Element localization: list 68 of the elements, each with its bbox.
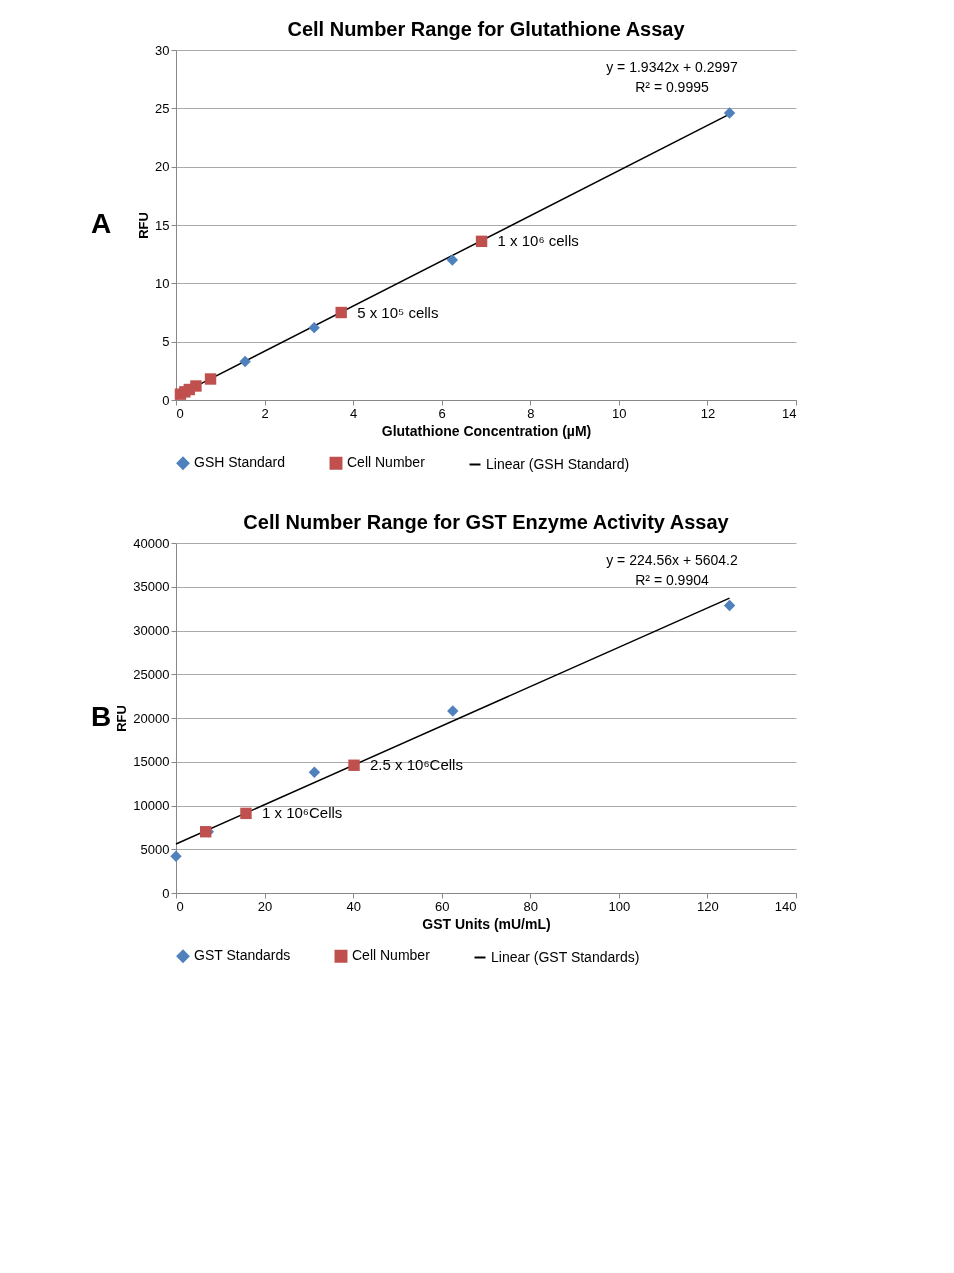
- x-tick-label: 140: [774, 898, 797, 914]
- x-tick-label: 12: [700, 405, 716, 421]
- chart-title: Cell Number Range for GST Enzyme Activity Assay: [243, 511, 730, 533]
- legend-label: Cell Number: [347, 454, 426, 471]
- x-tick-label: 120: [697, 898, 719, 914]
- annotation: 5 x 10⁵ cells: [357, 303, 439, 321]
- x-axis-title: GST Units (mU/mL): [422, 915, 551, 932]
- annotation: R² = 0.9904: [635, 571, 709, 588]
- chart-title: Cell Number Range for Glutathione Assay: [287, 18, 686, 40]
- y-axis-title: RFU: [114, 705, 130, 732]
- annotation: y = 1.9342x + 0.2997: [606, 58, 738, 75]
- annotation: 1 x 10⁶ cells: [497, 232, 579, 250]
- y-tick-label: 5: [162, 334, 170, 350]
- x-tick-label: 100: [608, 898, 631, 914]
- annotation: R² = 0.9995: [635, 78, 709, 95]
- x-tick-label: 80: [523, 898, 539, 914]
- point: [308, 321, 320, 334]
- x-tick-label: 10: [612, 405, 627, 421]
- x-tick-label: 0: [176, 898, 184, 914]
- point: [170, 850, 182, 862]
- legend-label: GSH Standard: [194, 454, 286, 471]
- y-tick-label: 0: [162, 885, 170, 901]
- x-tick-label: 8: [527, 405, 535, 421]
- y-tick-label: 20: [155, 159, 170, 175]
- point: [308, 766, 321, 778]
- y-tick-label: 25000: [133, 666, 170, 682]
- y-tick-label: 30: [155, 42, 170, 58]
- x-axis-title: Glutathione Concentration (µM): [381, 422, 592, 439]
- y-tick-label: 10000: [133, 798, 170, 813]
- legend-label: Linear (GST Standards): [491, 948, 640, 965]
- x-tick-label: 2: [261, 405, 269, 421]
- x-tick-label: 14: [782, 405, 797, 421]
- annotation: 1 x 10⁶Cells: [261, 804, 343, 822]
- legend-label: GST Standards: [194, 947, 291, 964]
- point: [447, 705, 459, 717]
- x-tick-label: 60: [434, 898, 450, 914]
- point: [348, 759, 360, 771]
- point: [190, 380, 202, 392]
- point: [723, 107, 736, 119]
- x-tick-label: 20: [257, 898, 273, 914]
- x-tick-label: 0: [176, 405, 184, 421]
- y-tick-label: 20000: [133, 710, 170, 726]
- y-axis-title: RFU: [136, 212, 152, 239]
- point: [239, 355, 251, 368]
- y-tick-label: 35000: [133, 579, 170, 595]
- y-tick-label: 30000: [133, 623, 170, 638]
- x-tick-label: 6: [438, 405, 446, 421]
- annotation: y = 224.56x + 5604.2: [606, 551, 738, 568]
- text: A: [90, 208, 112, 239]
- point: [475, 235, 488, 248]
- y-tick-label: 10: [155, 275, 170, 291]
- y-tick-label: 0: [162, 392, 170, 408]
- annotation: 2.5 x 10⁶Cells: [370, 756, 463, 774]
- text: B: [90, 701, 112, 732]
- y-tick-label: 15: [155, 217, 170, 233]
- point: [335, 306, 347, 319]
- y-tick-label: 15000: [133, 754, 170, 770]
- point: [446, 254, 459, 266]
- point: [240, 807, 252, 820]
- y-tick-label: 5000: [140, 841, 170, 857]
- y-tick-label: 25: [155, 100, 170, 116]
- x-tick-label: 40: [346, 898, 361, 914]
- x-tick-label: 4: [350, 405, 358, 421]
- legend-label: Cell Number: [352, 947, 431, 964]
- point: [204, 373, 217, 385]
- legend-label: Linear (GSH Standard): [486, 455, 630, 472]
- point: [723, 599, 736, 612]
- y-tick-label: 40000: [133, 535, 170, 551]
